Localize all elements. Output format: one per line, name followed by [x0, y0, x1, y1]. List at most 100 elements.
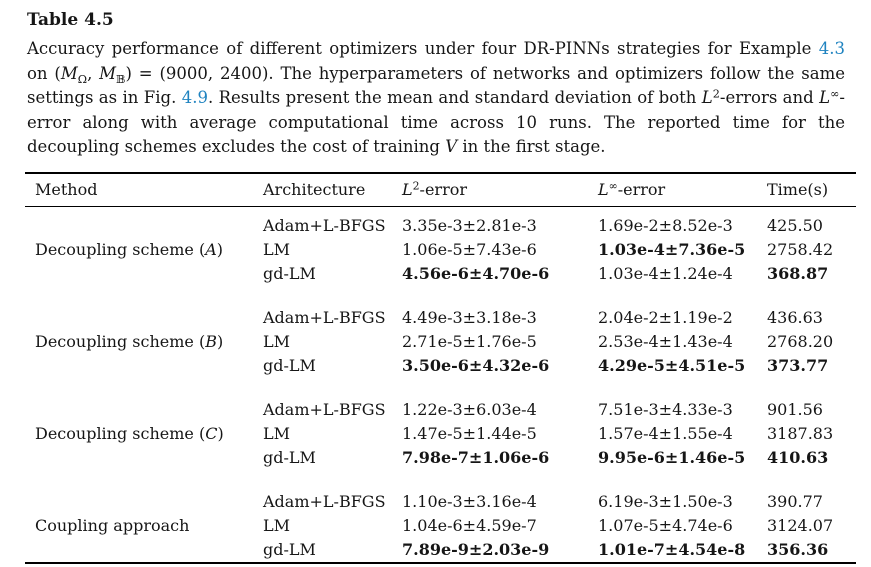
linf-error-cell: 1.69e-2±8.52e-3: [598, 215, 733, 235]
l2-error-cell: 3.35e-3±2.81e-3: [402, 215, 537, 235]
method-group: Coupling approach Adam+L-BFGS 1.10e-3±3.16…: [25, 470, 856, 563]
text-segment: -error: [419, 179, 467, 199]
table-row: LM 1.06e-5±7.43e-6 1.03e-4±7.36e-5 2758.42: [25, 238, 856, 262]
method-group: Decoupling scheme (B) Adam+L-BFGS 4.49e-3±…: [25, 286, 856, 378]
cross-ref-link[interactable]: 4.3: [818, 39, 845, 58]
column-header-linf-error: L∞-error: [598, 172, 767, 207]
l2-error-cell: 7.89e-9±2.03e-9: [402, 539, 550, 559]
linf-error-cell: 6.19e-3±1.50e-3: [598, 491, 733, 511]
linf-error-cell: 1.01e-7±4.54e-8: [598, 539, 746, 559]
table-row: gd-LM 7.98e-7±1.06e-6 9.95e-6±1.46e-5 410.6…: [25, 446, 856, 470]
text-segment: V: [445, 137, 458, 156]
method-group: Decoupling scheme (C) Adam+L-BFGS 1.22e-3±…: [25, 378, 856, 470]
linf-error-cell: 1.07e-5±4.74e-6: [598, 515, 733, 535]
column-header-method: Method: [25, 172, 263, 207]
time-cell: 410.63: [767, 447, 829, 467]
text-segment: in the first stage.: [457, 137, 606, 156]
text-segment: . Results present the mean and standard …: [207, 88, 702, 107]
time-cell: 390.77: [767, 491, 823, 511]
column-header-architecture: Architecture: [263, 172, 402, 207]
time-cell: 368.87: [767, 263, 829, 283]
table-row: Decoupling scheme (B) Adam+L-BFGS 4.49e-3±…: [25, 286, 856, 351]
table-row: gd-LM 7.89e-9±2.03e-9 1.01e-7±4.54e-8 356.3…: [25, 538, 856, 563]
l2-error-cell: 4.49e-3±3.18e-3: [402, 307, 537, 327]
l2-error-cell: 7.98e-7±1.06e-6: [402, 447, 550, 467]
text-segment: Accuracy performance of different optimi…: [27, 39, 819, 58]
architecture-cell: gd-LM: [263, 539, 316, 559]
method-cell: Decoupling scheme (A): [35, 239, 224, 259]
table-row: gd-LM 3.50e-6±4.32e-6 4.29e-5±4.51e-5 373.7…: [25, 354, 856, 378]
method-cell: Decoupling scheme (B): [35, 331, 224, 351]
architecture-cell: gd-LM: [263, 355, 316, 375]
method-group: Decoupling scheme (A) Adam+L-BFGS 3.35e-3±…: [25, 206, 856, 286]
linf-error-cell: 7.51e-3±4.33e-3: [598, 399, 733, 419]
linf-error-cell: 2.04e-2±1.19e-2: [598, 307, 733, 327]
architecture-cell: LM: [263, 515, 291, 535]
column-header-l2-error: L2-error: [402, 172, 598, 207]
text-segment: L: [402, 179, 413, 199]
table-header: Method Architecture L2-error L∞-error Time(s…: [25, 172, 856, 207]
header-row: Method Architecture L2-error L∞-error Time(s…: [25, 172, 856, 207]
linf-error-cell: 4.29e-5±4.51e-5: [598, 355, 746, 375]
l2-error-cell: 1.06e-5±7.43e-6: [402, 239, 537, 259]
text-segment: ∞: [608, 179, 618, 193]
text-segment: -error along with average computational …: [27, 88, 845, 156]
architecture-cell: LM: [263, 331, 291, 351]
text-segment: ,: [87, 63, 100, 83]
architecture-cell: gd-LM: [263, 447, 316, 467]
linf-error-cell: 1.57e-4±1.55e-4: [598, 423, 733, 443]
table-row: LM 2.71e-5±1.76e-5 2.53e-4±1.43e-4 2768.20: [25, 330, 856, 354]
table-row: LM 1.47e-5±1.44e-5 1.57e-4±1.55e-4 3187.83: [25, 422, 856, 446]
text-segment: ) = (9000, 2400). The hyperparameters of…: [27, 63, 845, 108]
linf-error-cell: 9.95e-6±1.46e-5: [598, 447, 746, 467]
script-letter: B: [205, 331, 217, 351]
linf-error-cell: 2.53e-4±1.43e-4: [598, 331, 733, 351]
architecture-cell: LM: [263, 423, 291, 443]
table-row: gd-LM 4.56e-6±4.70e-6 1.03e-4±1.24e-4 368.8…: [25, 262, 856, 286]
text-segment: -error: [617, 179, 666, 199]
text-segment: Time(s): [767, 179, 829, 199]
l2-error-cell: 1.10e-3±3.16e-4: [402, 491, 537, 511]
architecture-cell: gd-LM: [263, 263, 316, 283]
architecture-cell: Adam+L-BFGS: [263, 399, 386, 419]
table-row: LM 1.04e-6±4.59e-7 1.07e-5±4.74e-6 3124.07: [25, 514, 856, 538]
architecture-cell: Adam+L-BFGS: [263, 491, 386, 511]
script-letter: C: [205, 423, 218, 443]
linf-error-cell: 1.03e-4±7.36e-5: [598, 239, 746, 259]
text-segment: -errors and: [719, 88, 820, 107]
time-cell: 373.77: [767, 355, 829, 375]
architecture-cell: LM: [263, 239, 291, 259]
l2-error-cell: 4.56e-6±4.70e-6: [402, 263, 550, 283]
text-segment: M: [99, 63, 117, 83]
cross-ref-link[interactable]: 4.9: [181, 88, 208, 107]
results-table: Method Architecture L2-error L∞-error Time(s…: [25, 171, 856, 564]
script-letter: A: [205, 239, 217, 259]
time-cell: 3187.83: [767, 423, 834, 443]
time-cell: 2758.42: [767, 239, 834, 259]
time-cell: 356.36: [767, 539, 829, 559]
table-title: Table 4.5: [27, 10, 114, 30]
method-cell: Coupling approach: [35, 515, 190, 535]
column-header-time: Time(s): [767, 172, 856, 207]
table-caption: Accuracy performance of different optimi…: [27, 37, 845, 160]
text-segment: 2: [712, 87, 720, 101]
text-segment: L: [701, 88, 713, 107]
architecture-cell: Adam+L-BFGS: [263, 307, 386, 327]
method-cell: Decoupling scheme (C): [35, 423, 224, 443]
linf-error-cell: 1.03e-4±1.24e-4: [598, 263, 733, 283]
text-segment: 2: [412, 179, 420, 193]
table-row: Coupling approach Adam+L-BFGS 1.10e-3±3.16…: [25, 470, 856, 535]
text-segment: on (: [27, 63, 61, 83]
l2-error-cell: 1.22e-3±6.03e-4: [402, 399, 537, 419]
l2-error-cell: 3.50e-6±4.32e-6: [402, 355, 550, 375]
text-segment: Architecture: [263, 179, 366, 199]
table-row: Decoupling scheme (C) Adam+L-BFGS 1.22e-3±…: [25, 378, 856, 443]
l2-error-cell: 1.47e-5±1.44e-5: [402, 423, 537, 443]
time-cell: 2768.20: [767, 331, 834, 351]
text-segment: Method: [35, 179, 98, 199]
text-segment: L: [598, 179, 609, 199]
l2-error-cell: 2.71e-5±1.76e-5: [402, 331, 537, 351]
text-segment: L: [819, 88, 831, 107]
architecture-cell: Adam+L-BFGS: [263, 215, 386, 235]
